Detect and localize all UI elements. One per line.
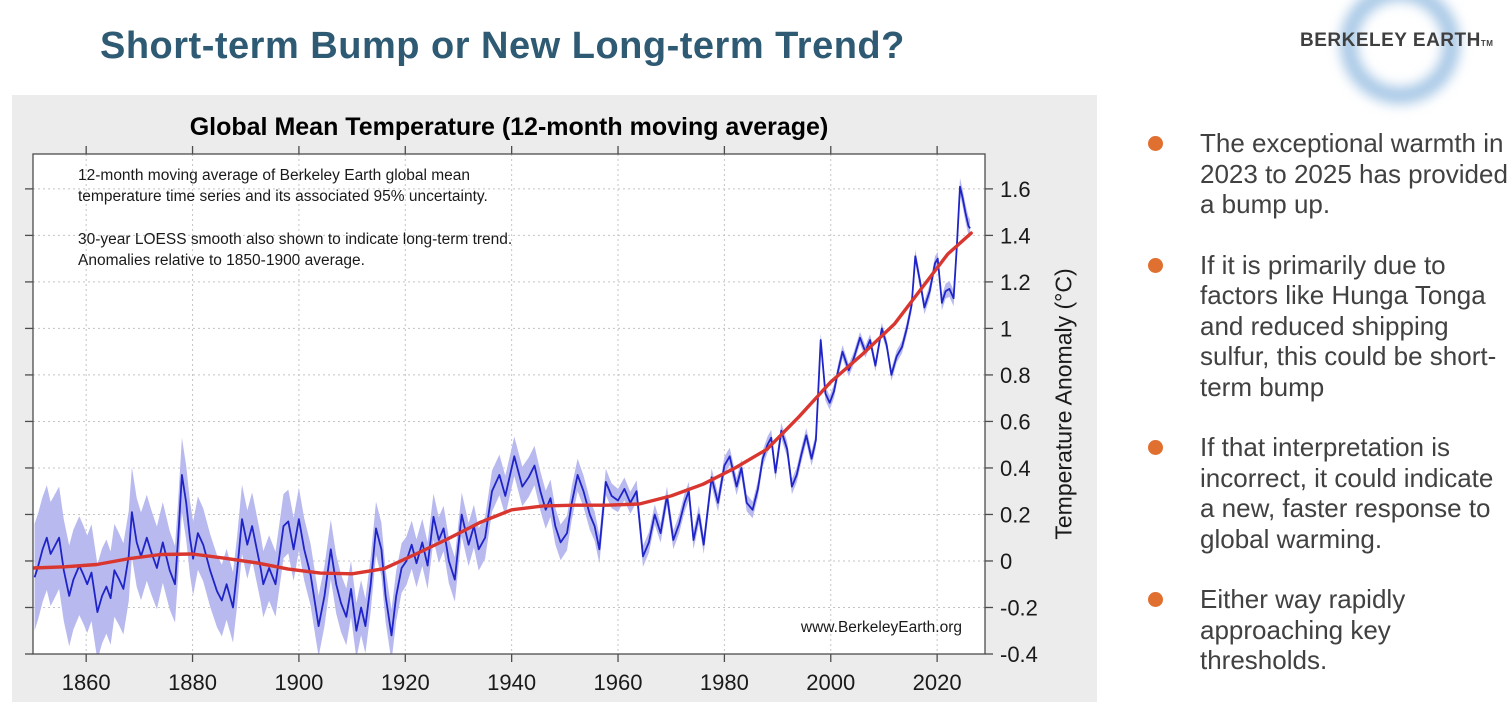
plot-border (32, 153, 986, 655)
logo-trademark: TM (1480, 39, 1494, 48)
chart-title: Global Mean Temperature (12-month moving… (189, 113, 829, 141)
bullet-text: If it is primarily due to factors like H… (1200, 249, 1497, 402)
x-tick-label-2000: 2000 (806, 670, 855, 695)
bullet-item: Either way rapidly approaching key thres… (1128, 584, 1510, 676)
bullet-dot-icon (1148, 257, 1163, 273)
x-tick-label-1880: 1880 (168, 670, 217, 695)
bullet-item: If it is primarily due to factors like H… (1128, 250, 1510, 403)
bullet-dot-icon (1148, 592, 1163, 607)
bullet-item: The exceptional warmth in 2023 to 2025 h… (1128, 128, 1510, 220)
bullet-text: Either way rapidly approaching key thres… (1200, 584, 1406, 675)
y-tick-label-0.4: 0.4 (1000, 456, 1031, 481)
gridlines (33, 154, 985, 654)
bullet-item: If that interpretation is incorrect, it … (1128, 432, 1510, 554)
tick-marks (25, 146, 993, 662)
x-tick-label-1900: 1900 (274, 670, 323, 695)
x-tick-label-1960: 1960 (594, 670, 643, 695)
y-tick-label-1: 1 (1000, 316, 1012, 341)
bullet-text: The exceptional warmth in 2023 to 2025 h… (1200, 128, 1508, 219)
y-tick-label-0.6: 0.6 (1000, 409, 1031, 434)
slide-title: Short-term Bump or New Long-term Trend? (100, 25, 905, 68)
bullet-dot-icon (1148, 136, 1163, 151)
x-tick-label-1860: 1860 (62, 670, 111, 695)
y-tick-label-0: 0 (1000, 549, 1012, 574)
y-tick-label-1.6: 1.6 (1000, 177, 1031, 202)
berkeley-earth-logo: BERKELEY EARTHTM (1300, 0, 1500, 106)
logo-wordmark-text: BERKELEY EARTH (1300, 30, 1481, 51)
bullet-text: If that interpretation is incorrect, it … (1200, 432, 1494, 554)
y-tick-label-1.4: 1.4 (1000, 223, 1031, 248)
y-axis-title: Temperature Anomaly (°C) (1050, 268, 1077, 540)
y-tick-label-0.2: 0.2 (1000, 502, 1031, 527)
logo-ring-icon (1340, 0, 1460, 104)
y-tick-label--0.2: -0.2 (1000, 595, 1038, 620)
temperature-chart: 1860 1880 1900 1920 1940 1960 1980 2000 2020 1.6 1… (25, 146, 1038, 695)
chart-annotation-2: 30-year LOESS smooth also shown to indic… (78, 231, 513, 269)
y-tick-label-0.8: 0.8 (1000, 363, 1031, 388)
chart-watermark: www.BerkeleyEarth.org (800, 619, 962, 636)
logo-wordmark: BERKELEY EARTHTM (1300, 30, 1493, 52)
x-tick-label-1980: 1980 (700, 670, 749, 695)
chart-card: Global Mean Temperature (12-month moving… (12, 95, 1097, 702)
bullet-list: The exceptional warmth in 2023 to 2025 h… (1128, 128, 1510, 706)
bullet-dot-icon (1148, 440, 1163, 455)
x-tick-label-2020: 2020 (913, 670, 962, 695)
chart-annotation-1: 12-month moving average of Berkeley Eart… (78, 167, 488, 205)
y-tick-label-1.2: 1.2 (1000, 270, 1031, 295)
y-tick-label--0.4: -0.4 (1000, 642, 1038, 667)
x-tick-label-1920: 1920 (381, 670, 430, 695)
loess-trend-line (33, 231, 973, 576)
x-tick-label-1940: 1940 (487, 670, 536, 695)
